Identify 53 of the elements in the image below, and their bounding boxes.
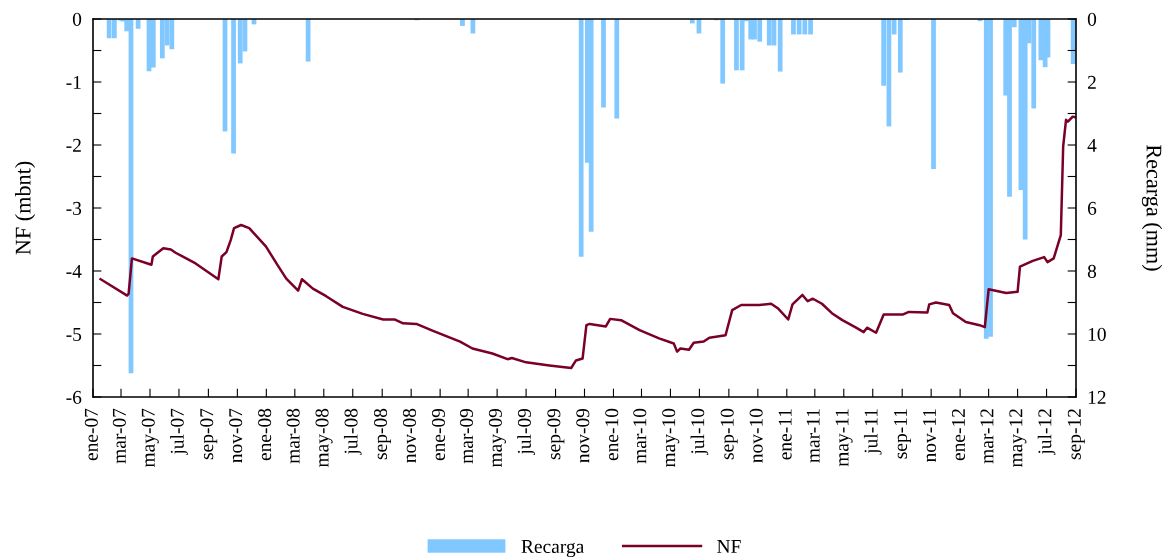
y2-tick-label: 12 [1088, 390, 1106, 404]
y-tick-label: -3 [66, 201, 82, 215]
x-tick-label: may-11 [835, 409, 853, 467]
x-tick-label: mar-09 [459, 408, 474, 464]
y2-tick-label: 10 [1088, 327, 1106, 341]
x-tick-label: jul-07 [170, 408, 188, 456]
x-tick-label: ene-08 [258, 408, 272, 461]
y2-tick-label: 6 [1087, 201, 1097, 215]
x-tick-label: may-12 [1009, 409, 1027, 468]
x-tick-label: ene-09 [431, 408, 445, 461]
y-tick-label: 0 [72, 12, 82, 26]
legend-label: NF [717, 540, 741, 553]
x-tick-label: ene-12 [951, 409, 965, 461]
x-tick-label: ene-07 [84, 408, 98, 461]
y-tick-label: -2 [66, 138, 81, 152]
x-tick-label: jul-11 [863, 409, 882, 455]
x-tick-label: nov-11 [923, 409, 937, 463]
x-tick-label: may-07 [141, 408, 159, 468]
y-tick-label: -5 [66, 328, 82, 341]
x-tick-label: jul-12 [1037, 409, 1056, 456]
x-tick-label: ene-11 [778, 409, 792, 460]
x-tick-label: nov-07 [229, 408, 243, 463]
y2-tick-label: 0 [1087, 12, 1097, 26]
x-tick-label: mar-10 [633, 408, 647, 464]
y-tick-label: -1 [66, 75, 81, 89]
x-tick-label: sep-12 [1067, 409, 1085, 460]
x-tick-label: sep-11 [894, 409, 912, 459]
x-tick-label: mar-11 [806, 409, 820, 463]
x-tick-label: nov-08 [402, 408, 417, 463]
y2-tick-label: 2 [1087, 75, 1096, 89]
x-tick-label: ene-10 [605, 408, 619, 461]
y-axis-title: NF (mbnt) [14, 161, 36, 255]
y2-axis-title: Recarga (mm) [1141, 144, 1163, 271]
x-tick-label: jul-10 [690, 408, 709, 456]
x-tick-label: may-10 [662, 408, 680, 468]
x-tick-label: jul-08 [343, 408, 362, 456]
y2-tick-label: 8 [1087, 264, 1097, 278]
x-tick-label: mar-07 [112, 408, 126, 464]
x-tick-label: may-09 [488, 408, 506, 468]
y2-tick-label: 4 [1087, 138, 1097, 152]
x-tick-label: mar-08 [286, 408, 300, 464]
x-tick-label: jul-09 [517, 408, 535, 456]
x-tick-label: sep-09 [547, 408, 565, 460]
x-tick-label: may-08 [315, 408, 333, 468]
legend-label: Recarga [521, 540, 585, 557]
x-tick-label: sep-10 [720, 408, 738, 460]
y-tick-label: -4 [66, 264, 82, 278]
x-tick-label: sep-07 [200, 408, 218, 460]
y-tick-label: -6 [66, 390, 82, 404]
x-tick-label: sep-08 [373, 408, 392, 460]
x-tick-label: mar-12 [980, 409, 994, 464]
x-tick-label: nov-10 [749, 408, 763, 463]
x-tick-label: nov-09 [576, 408, 590, 463]
